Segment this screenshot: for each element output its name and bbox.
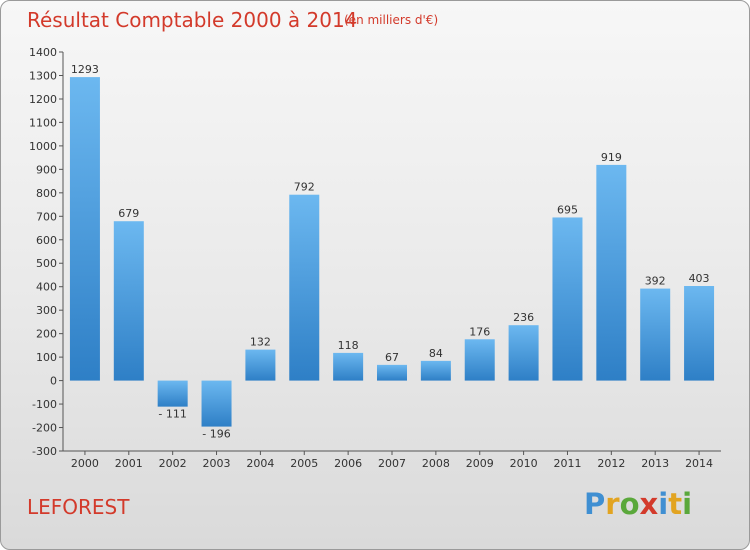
bar-2014 bbox=[684, 286, 715, 381]
y-tick-label: 200 bbox=[36, 328, 57, 341]
value-label-2001: 679 bbox=[118, 207, 139, 220]
logo-letter: r bbox=[605, 487, 620, 521]
chart-title: Résultat Comptable 2000 à 2014 bbox=[27, 8, 358, 32]
y-tick-label: -200 bbox=[32, 422, 57, 435]
x-tick-label-2002: 2002 bbox=[159, 457, 187, 470]
logo-letter: i bbox=[658, 487, 669, 521]
value-label-2003: - 196 bbox=[202, 428, 230, 441]
value-label-2002: - 111 bbox=[158, 408, 186, 421]
chart-subtitle: (en milliers d'€) bbox=[344, 13, 439, 27]
bar-2003 bbox=[201, 380, 232, 427]
x-tick-label-2000: 2000 bbox=[71, 457, 99, 470]
bar-2004 bbox=[245, 349, 276, 381]
bar-2012 bbox=[596, 164, 627, 381]
y-tick-label: 300 bbox=[36, 304, 57, 317]
x-tick-label-2006: 2006 bbox=[334, 457, 362, 470]
y-tick-label: 900 bbox=[36, 163, 57, 176]
value-label-2004: 132 bbox=[250, 336, 271, 349]
logo-letter: P bbox=[584, 487, 606, 521]
x-tick-label-2013: 2013 bbox=[641, 457, 669, 470]
value-label-2005: 792 bbox=[294, 181, 315, 194]
value-label-2014: 403 bbox=[689, 272, 710, 285]
proxiti-logo[interactable]: Proxiti bbox=[584, 487, 692, 521]
x-tick-label-2001: 2001 bbox=[115, 457, 143, 470]
commune-name: LEFOREST bbox=[27, 495, 130, 519]
value-label-2000: 1293 bbox=[71, 63, 99, 76]
logo-letter: x bbox=[639, 487, 659, 521]
bar-2010 bbox=[508, 325, 539, 381]
value-label-2010: 236 bbox=[513, 311, 534, 324]
logo-letter: o bbox=[619, 487, 640, 521]
bar-2002 bbox=[157, 380, 188, 407]
x-tick-label-2003: 2003 bbox=[203, 457, 231, 470]
y-tick-label: 1300 bbox=[29, 69, 57, 82]
x-tick-label-2014: 2014 bbox=[685, 457, 713, 470]
bar-layer bbox=[69, 77, 715, 427]
logo-letter: t bbox=[668, 487, 683, 521]
y-tick-label: 1000 bbox=[29, 140, 57, 153]
value-label-2011: 695 bbox=[557, 203, 578, 216]
y-tick-label: 0 bbox=[50, 375, 57, 388]
value-label-2007: 67 bbox=[385, 351, 399, 364]
y-tick-label: 1200 bbox=[29, 93, 57, 106]
y-tick-label: 100 bbox=[36, 351, 57, 364]
logo-letter: i bbox=[682, 487, 693, 521]
bar-2009 bbox=[464, 339, 495, 381]
y-tick-label: 700 bbox=[36, 210, 57, 223]
bar-2013 bbox=[640, 288, 671, 381]
x-tick-label-2004: 2004 bbox=[246, 457, 274, 470]
y-tick-label: 800 bbox=[36, 187, 57, 200]
value-label-2006: 118 bbox=[338, 339, 359, 352]
bar-2001 bbox=[113, 221, 144, 381]
bar-2007 bbox=[377, 364, 407, 381]
x-tick-label-2008: 2008 bbox=[422, 457, 450, 470]
y-tick-label: 500 bbox=[36, 257, 57, 270]
value-label-2013: 392 bbox=[645, 275, 666, 288]
y-tick-label: 1100 bbox=[29, 116, 57, 129]
value-label-2009: 176 bbox=[469, 325, 490, 338]
value-label-2012: 919 bbox=[601, 151, 622, 164]
axis-layer: 1400130012001100100090080070060050040030… bbox=[29, 46, 721, 470]
x-tick-label-2005: 2005 bbox=[290, 457, 318, 470]
x-tick-label-2011: 2011 bbox=[553, 457, 581, 470]
label-layer: 1293 679 - 111 - 196 132 792 118 67 84 176 236 695 9… bbox=[71, 63, 710, 440]
x-tick-label-2009: 2009 bbox=[466, 457, 494, 470]
y-tick-label: 1400 bbox=[29, 46, 57, 59]
y-tick-label: 600 bbox=[36, 234, 57, 247]
y-tick-label: 400 bbox=[36, 281, 57, 294]
value-label-2008: 84 bbox=[429, 347, 443, 360]
x-tick-label-2010: 2010 bbox=[510, 457, 538, 470]
bar-2006 bbox=[333, 352, 364, 381]
x-tick-label-2012: 2012 bbox=[597, 457, 625, 470]
bar-2005 bbox=[289, 194, 320, 381]
x-tick-label-2007: 2007 bbox=[378, 457, 406, 470]
y-tick-label: -100 bbox=[32, 398, 57, 411]
bar-2011 bbox=[552, 217, 583, 381]
bar-2008 bbox=[420, 360, 451, 381]
y-tick-label: -300 bbox=[32, 445, 57, 458]
bar-2000 bbox=[69, 77, 100, 381]
